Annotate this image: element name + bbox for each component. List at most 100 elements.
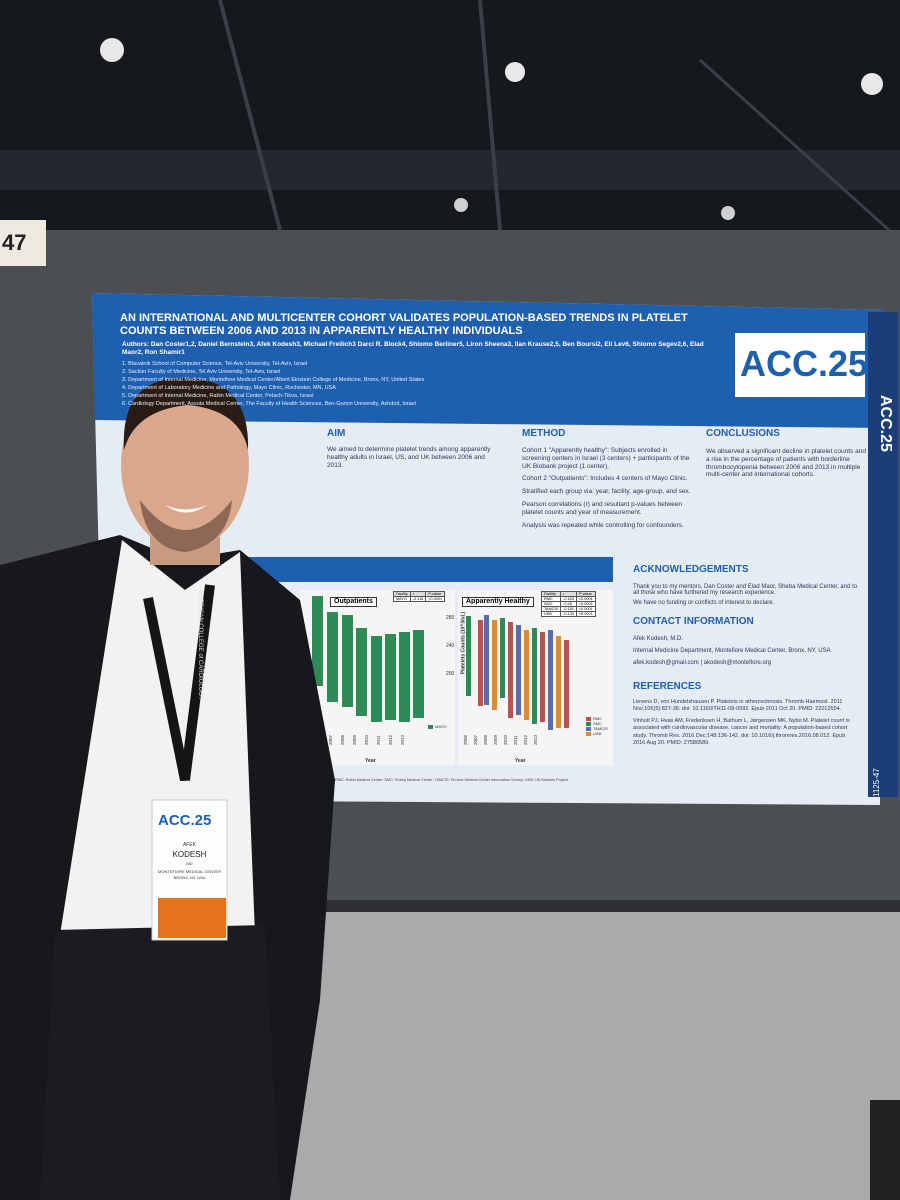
x-tick-label: 2007 xyxy=(473,735,478,746)
section-heading: METHOD xyxy=(522,428,566,439)
legend-swatch xyxy=(428,724,433,729)
table-cell: <0.0001 xyxy=(575,596,596,602)
table-cell: -0.133 xyxy=(560,611,577,617)
legend-label: SMC xyxy=(593,721,602,726)
table-row: UKB -0.133 <0.0001 xyxy=(540,611,596,617)
contact-text: Afek Kodesh, M.D. Internal Medicine Depar… xyxy=(633,636,858,672)
y-tick-label: 280 xyxy=(446,615,455,621)
hair xyxy=(123,377,249,450)
beard xyxy=(140,500,232,552)
y-tick-label: 200 xyxy=(446,671,455,677)
method-item: Cohort 1 "Apparently healthy": Subjects … xyxy=(522,447,690,470)
legend: RMC SMC TAMCIS UKB xyxy=(586,716,608,736)
ceiling-light xyxy=(721,206,735,220)
method-item: Analysis was repeated while controlling … xyxy=(522,521,684,529)
badge-first-name: AFEK xyxy=(182,842,197,848)
contact-line: Afek Kodesh, M.D. xyxy=(633,636,684,642)
x-axis: 2007 2008 2009 2010 2011 2012 2013 xyxy=(328,735,405,745)
affiliation: 4. Department of Laboratory Medicine and… xyxy=(122,384,336,391)
legend-swatch xyxy=(586,716,591,721)
x-tick-label: 2013 xyxy=(400,735,405,746)
healthy-bars xyxy=(466,615,569,730)
legend-label: UKB xyxy=(593,731,602,736)
affiliation: 3. Department of Internal Medicine, Mont… xyxy=(122,376,425,383)
x-tick-label: 2011 xyxy=(513,735,518,746)
x-tick-label: 2009 xyxy=(493,735,498,746)
stand-leg xyxy=(870,1100,900,1200)
side-code: 1125-47 xyxy=(872,768,882,797)
truss xyxy=(698,58,900,242)
poster-header-band xyxy=(92,293,885,428)
x-tick-label: 2012 xyxy=(388,735,393,746)
section-heading: REFERENCES xyxy=(633,681,702,692)
table-cell: <0.0001 xyxy=(575,601,596,607)
outpatient-bars xyxy=(312,596,424,722)
ceiling-light xyxy=(454,198,468,212)
x-tick-label: 2006 xyxy=(463,735,468,746)
x-axis-label: Year xyxy=(365,758,376,764)
x-tick-label: 2008 xyxy=(483,735,488,746)
affiliation: 6. Cardiology Department, Assuta Medical… xyxy=(122,400,416,407)
table-row: Facility r P-value xyxy=(393,591,446,597)
badge-logo: ACC.25 xyxy=(158,812,212,829)
x-tick-label: 2008 xyxy=(340,735,345,746)
badge-last-name: KODESH xyxy=(172,850,207,859)
legend-swatch xyxy=(586,731,591,736)
legend-swatch xyxy=(586,726,591,731)
x-tick-label: 2012 xyxy=(523,735,528,746)
logo: ACC.25 xyxy=(740,343,869,384)
booth-number: 47 xyxy=(2,230,27,255)
legend-swatch xyxy=(586,721,591,726)
x-axis-label: Year xyxy=(515,758,526,764)
chart-title: Outpatients xyxy=(330,597,377,608)
ceiling xyxy=(0,0,900,240)
table-cell: <0.0001 xyxy=(425,596,446,602)
table-row: MAYO -0.116 <0.0001 xyxy=(393,596,446,602)
table-cell: <0.0001 xyxy=(575,606,596,612)
method-item: Stratified each group via: year, facilit… xyxy=(522,488,691,496)
section-text: We aimed to determine platelet trends am… xyxy=(327,446,491,469)
ceiling-beam xyxy=(0,150,900,190)
reference: Lievens D, von Hundelshausen P. Platelet… xyxy=(633,699,843,713)
ceiling-light xyxy=(505,62,525,82)
ack-line: Thank you to my mentors, Dan Coster and … xyxy=(633,584,858,596)
section-heading: CONCLUSIONS xyxy=(706,428,780,439)
table-row: SMC -0.28 <0.0001 xyxy=(540,601,596,607)
x-tick-label: 2011 xyxy=(376,735,381,746)
badge-credential: MD xyxy=(186,861,193,866)
truss xyxy=(218,0,282,231)
table-row: TAMCIS -0.151 <0.0001 xyxy=(540,606,596,612)
legend-item: SMC xyxy=(586,721,608,726)
legend-label: TAMCIS xyxy=(593,726,608,731)
method-item: Cohort 2 "Outpatients": Includes 4 cente… xyxy=(522,475,688,483)
affiliation: 2. Sackler Faculty of Medicine, Tel Aviv… xyxy=(122,368,281,375)
affiliation: 1. Blavatnik School of Computer Science,… xyxy=(122,361,308,367)
x-tick-label: 2010 xyxy=(503,735,508,746)
ceiling-light xyxy=(861,73,883,95)
booth-plate xyxy=(0,220,46,266)
chart-footnote: RMC: Rabin Medical Center; SMC: Sheba Me… xyxy=(335,778,568,782)
ceiling-light xyxy=(100,38,124,62)
face xyxy=(121,380,249,550)
x-tick-label: 2010 xyxy=(364,735,369,746)
trousers xyxy=(40,925,280,1200)
poster-title: AN INTERNATIONAL AND MULTICENTER COHORT … xyxy=(120,312,688,338)
x-tick-label: 2013 xyxy=(533,735,538,746)
badge-org: MONTEFIORE MEDICAL CENTER xyxy=(158,869,221,874)
legend-item: RMC xyxy=(586,716,608,721)
stats-table: Facility r P-value MAYO -0.116 <0.0001 xyxy=(393,591,446,602)
table-row: RMC -0.183 <0.0001 xyxy=(540,596,596,602)
x-axis: 2006 2007 2008 2009 2010 2011 2012 2013 xyxy=(463,735,538,745)
legend-label: RMC xyxy=(593,716,603,721)
affiliations: 1. Blavatnik School of Computer Science,… xyxy=(122,361,642,409)
method-item: Pearson correlations (r) and resultant p… xyxy=(522,500,683,516)
table-cell: <0.0001 xyxy=(575,611,596,617)
poster-authors: Authors: Dan Coster1,2, Daniel Bernstein… xyxy=(122,341,704,356)
x-tick-label: 2007 xyxy=(328,735,333,746)
lanyard-strap xyxy=(143,584,215,781)
references-list: Lievens D, von Hundelshausen P. Platelet… xyxy=(633,699,858,752)
table-cell: -0.116 xyxy=(409,596,427,602)
contact-line: afek.kodesh@gmail.com | akodesh@montefio… xyxy=(633,660,772,666)
contact-line: Internal Medicine Department, Montefiore… xyxy=(633,648,831,654)
